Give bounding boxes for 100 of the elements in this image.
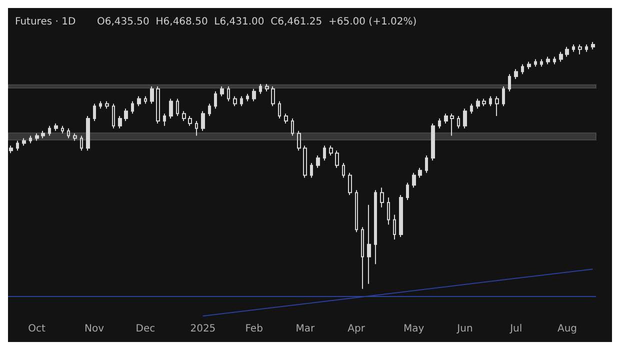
candlestick [93, 103, 96, 122]
candlestick [61, 125, 64, 134]
candlestick [585, 44, 588, 52]
candlestick [48, 125, 51, 136]
candlestick [227, 86, 230, 102]
candlestick [131, 100, 134, 114]
x-tick-label: Nov [84, 324, 104, 334]
candlestick [169, 98, 173, 120]
candlestick [246, 93, 249, 102]
candlestick [22, 138, 26, 146]
candlestick [355, 190, 358, 233]
x-tick-label: Apr [348, 324, 366, 334]
candlestick [463, 108, 467, 129]
candlestick [565, 46, 569, 58]
candlestick [35, 132, 39, 142]
candlestick [431, 122, 435, 161]
x-tick-label: Jul [509, 324, 522, 334]
candlestick [508, 74, 511, 92]
candlestick [233, 96, 237, 107]
candlestick [105, 100, 109, 110]
candlestick [137, 96, 141, 107]
candlestick [591, 42, 595, 50]
candlestick [29, 135, 32, 144]
x-tick-label: Feb [245, 324, 263, 334]
candlestick [380, 187, 384, 208]
candlestick [41, 130, 45, 139]
candlestick [527, 61, 531, 70]
candlestick [572, 44, 575, 52]
candlestick [559, 51, 563, 62]
candlestick [361, 226, 364, 290]
candlestick [265, 83, 269, 92]
candlestick [540, 58, 543, 68]
candlestick [214, 90, 217, 110]
candlestick [329, 145, 333, 156]
candlestick [182, 110, 186, 122]
candlestick [495, 96, 499, 117]
candlestick [393, 214, 396, 240]
candlestick [54, 122, 58, 132]
candlestick [546, 56, 550, 65]
candlestick [303, 145, 307, 178]
candlestick [195, 120, 198, 136]
candlestick [425, 155, 428, 174]
candlestick [144, 96, 147, 104]
candlestick [399, 194, 403, 238]
candlestick [316, 155, 320, 168]
candlestick [412, 172, 416, 188]
candlestick [374, 190, 377, 265]
candlestick [188, 116, 192, 126]
candlestick [80, 135, 83, 152]
candlestick [387, 197, 390, 226]
candlestick [450, 113, 454, 136]
candlestick [335, 150, 339, 168]
candlestick [86, 116, 90, 152]
candlestick [156, 86, 160, 124]
candlestick [259, 83, 262, 94]
candlestick [418, 167, 422, 178]
x-tick-label: Aug [557, 324, 578, 334]
candlestick [220, 86, 224, 97]
x-tick-label: 2025 [190, 324, 216, 334]
x-tick-label: Dec [136, 324, 156, 334]
candlestick [578, 44, 582, 55]
candlestick [73, 132, 77, 142]
candlestick [118, 116, 122, 129]
candlestick [112, 103, 115, 129]
candlestick [297, 130, 301, 152]
candlestick [291, 118, 294, 136]
candlestick [406, 182, 409, 200]
candlestick [553, 56, 556, 65]
candlestick [150, 86, 154, 104]
candlestick [323, 145, 326, 161]
chart-title: Futures · 1D [15, 16, 76, 28]
candlestick [310, 162, 313, 178]
candlestick [67, 128, 70, 139]
candlestick [252, 88, 256, 102]
candlestick [457, 116, 460, 129]
candlestick [124, 108, 128, 122]
candlestick [476, 98, 480, 110]
candlestick [176, 98, 179, 117]
candlestick [208, 103, 211, 117]
x-tick-label: Jun [456, 324, 473, 334]
candlestick [489, 96, 492, 107]
candlestick [348, 172, 352, 196]
candlestick [438, 118, 441, 129]
x-tick-label: Oct [28, 324, 46, 334]
candlestick [201, 110, 205, 132]
candlestick [16, 140, 19, 152]
candlestick [367, 204, 371, 284]
x-tick-label: Mar [296, 324, 316, 334]
x-tick-label: May [404, 324, 424, 334]
candlestick [470, 103, 473, 114]
candlestick [482, 98, 486, 107]
candlestick [514, 68, 518, 80]
candlestick [271, 86, 275, 107]
candlestick [342, 162, 345, 178]
text: O6,435.50 H6,468.50 L6,431.00 C6,461.25 +65.00 (+1.02%) [97, 16, 417, 28]
candlestick [278, 100, 281, 120]
candlestick [534, 58, 537, 68]
candlestick [240, 96, 243, 107]
candlestick [444, 113, 448, 124]
candlestick [9, 145, 13, 154]
